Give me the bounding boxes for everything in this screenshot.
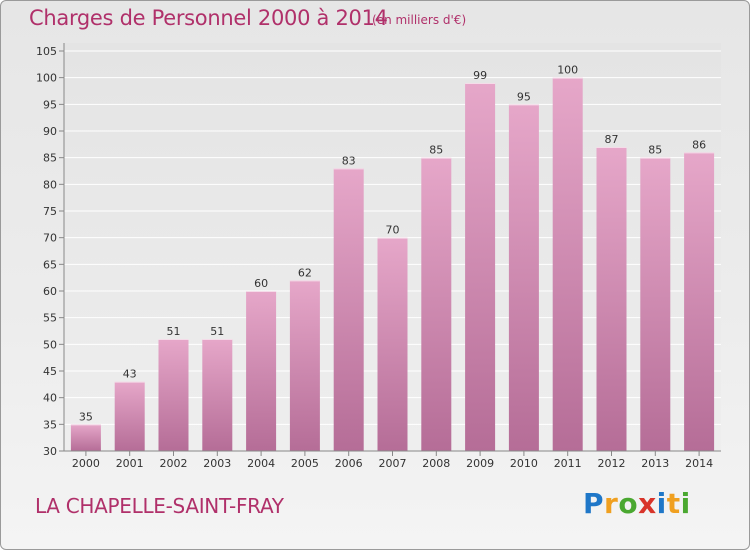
y-tick-label: 40 (43, 392, 57, 405)
data-label: 85 (429, 144, 443, 157)
data-label: 95 (517, 90, 531, 103)
commune-name: LA CHAPELLE-SAINT-FRAY (35, 494, 284, 518)
data-label: 60 (254, 277, 268, 290)
data-label: 87 (605, 133, 619, 146)
x-tick-label: 2009 (466, 457, 494, 470)
chart-title: Charges de Personnel 2000 à 2014 (29, 6, 388, 30)
x-tick-label: 2012 (598, 457, 626, 470)
y-tick-label: 65 (43, 258, 57, 271)
bar (333, 168, 364, 452)
bar (70, 424, 101, 451)
y-tick-label: 55 (43, 312, 57, 325)
logo-letter: t (666, 487, 681, 520)
y-tick-label: 80 (43, 178, 57, 191)
x-tick-label: 2000 (72, 457, 100, 470)
logo-letter: P (583, 487, 605, 520)
bar (552, 77, 583, 452)
bar (508, 104, 539, 451)
y-tick-label: 105 (36, 45, 57, 58)
y-tick-label: 95 (43, 98, 57, 111)
logo-letter: i (656, 487, 667, 520)
x-tick-label: 2011 (554, 457, 582, 470)
y-tick-label: 100 (36, 72, 57, 85)
bar (202, 339, 233, 451)
data-label: 86 (692, 138, 706, 151)
logo-letter: x (638, 487, 657, 520)
y-tick-label: 35 (43, 418, 57, 431)
data-label: 51 (167, 325, 181, 338)
bar (114, 381, 145, 451)
y-tick-label: 45 (43, 365, 57, 378)
y-tick-label: 90 (43, 125, 57, 138)
y-tick-label: 85 (43, 152, 57, 165)
data-label: 85 (648, 144, 662, 157)
bar (640, 157, 671, 451)
x-tick-label: 2004 (247, 457, 275, 470)
bar (421, 157, 452, 451)
y-tick-label: 70 (43, 232, 57, 245)
data-label: 99 (473, 69, 487, 82)
chart-subtitle: (en milliers d'€) (372, 13, 467, 27)
y-tick-label: 30 (43, 445, 57, 458)
data-label: 70 (386, 224, 400, 237)
data-label: 83 (342, 154, 356, 167)
bar (596, 147, 627, 451)
x-tick-label: 2005 (291, 457, 319, 470)
y-tick-label: 60 (43, 285, 57, 298)
data-label: 51 (210, 325, 224, 338)
y-tick-label: 50 (43, 338, 57, 351)
data-label: 100 (557, 64, 578, 77)
data-label: 62 (298, 266, 312, 279)
bar (377, 237, 408, 451)
x-tick-label: 2001 (116, 457, 144, 470)
x-tick-label: 2013 (641, 457, 669, 470)
bar (465, 83, 496, 451)
logo-letter: i (680, 487, 691, 520)
x-tick-label: 2006 (335, 457, 363, 470)
logo-letter: o (618, 487, 639, 520)
bar (158, 339, 189, 451)
x-tick-label: 2003 (203, 457, 231, 470)
proxiti-logo: Proxiti (583, 487, 691, 520)
bar (289, 280, 320, 451)
y-tick-label: 75 (43, 205, 57, 218)
logo-letter: r (604, 487, 619, 520)
x-tick-label: 2010 (510, 457, 538, 470)
bar (246, 291, 277, 451)
data-label: 35 (79, 410, 93, 423)
x-tick-label: 2002 (160, 457, 188, 470)
x-tick-label: 2007 (379, 457, 407, 470)
bar (684, 152, 715, 452)
x-tick-label: 2014 (685, 457, 713, 470)
x-tick-label: 2008 (422, 457, 450, 470)
data-label: 43 (123, 368, 137, 381)
